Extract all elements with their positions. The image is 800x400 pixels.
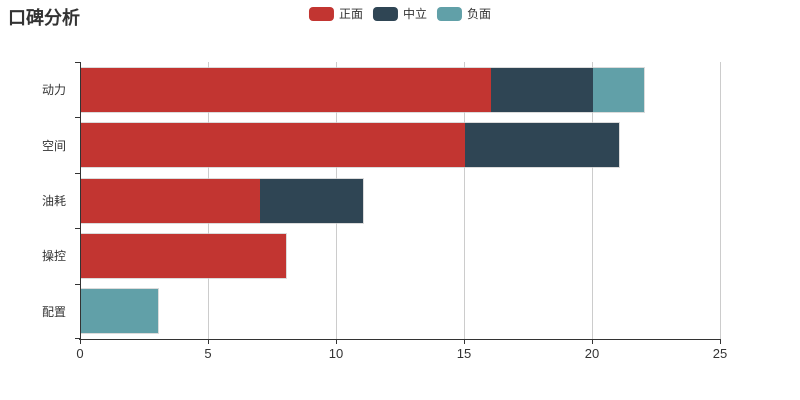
y-axis-label: 操控 — [41, 249, 66, 264]
y-axis-label: 动力 — [41, 83, 66, 98]
x-axis-tick-label: 15 — [456, 346, 472, 361]
x-axis-tick-label: 20 — [584, 346, 600, 361]
bar-segment[interactable] — [81, 233, 286, 278]
legend-item[interactable]: 负面 — [437, 7, 491, 21]
bar-segment[interactable] — [592, 67, 645, 112]
x-axis-line — [79, 339, 720, 340]
x-axis-tick-label: 0 — [76, 346, 84, 361]
y-axis-tick — [75, 172, 80, 174]
gridline — [464, 62, 465, 339]
plot-area — [75, 62, 721, 344]
x-axis-tick-label: 5 — [204, 346, 212, 361]
x-axis-tick-label: 10 — [328, 346, 344, 361]
y-axis-tick — [75, 338, 80, 339]
y-axis-label: 空间 — [41, 138, 66, 153]
legend-swatch-icon — [308, 7, 334, 21]
stacked-bar — [80, 288, 159, 335]
bar-segment[interactable] — [81, 67, 491, 112]
y-axis-label: 油耗 — [41, 194, 66, 209]
x-axis-tick — [336, 339, 337, 344]
gridline — [720, 62, 721, 339]
bar-segment[interactable] — [490, 67, 593, 112]
y-axis-tick — [75, 62, 80, 63]
x-axis-tick — [592, 339, 593, 344]
gridline — [592, 62, 593, 339]
bar-segment[interactable] — [260, 178, 363, 223]
x-axis-tick — [720, 339, 721, 344]
y-axis-line — [80, 62, 81, 339]
bar-row — [80, 284, 720, 339]
legend-swatch-icon — [372, 7, 398, 21]
legend-swatch-icon — [437, 7, 463, 21]
legend-label: 正面 — [338, 7, 363, 21]
stacked-bar — [80, 122, 620, 169]
y-axis-label: 配置 — [41, 304, 66, 319]
bar-segment[interactable] — [81, 178, 261, 223]
bar-row — [80, 228, 720, 283]
legend-item[interactable]: 中立 — [372, 7, 428, 21]
legend: 正面 中立 负面 — [304, 7, 496, 21]
chart-title: 口碑分析 — [8, 8, 80, 28]
x-axis-tick — [208, 339, 209, 344]
bar-row — [80, 117, 720, 172]
y-axis-tick — [75, 228, 80, 230]
legend-label: 负面 — [467, 7, 492, 21]
stacked-bar — [80, 177, 364, 224]
legend-item[interactable]: 正面 — [308, 7, 363, 21]
bar-segment[interactable] — [81, 289, 158, 334]
bar-row — [80, 173, 720, 228]
legend-label: 中立 — [402, 7, 428, 21]
x-axis-tick — [464, 339, 465, 344]
y-axis-labels: 动力空间油耗操控配置 — [0, 62, 72, 339]
y-axis-tick — [75, 283, 80, 285]
stacked-bar — [80, 232, 287, 279]
bar-segment[interactable] — [81, 123, 465, 168]
x-axis-tick-label: 25 — [712, 346, 728, 361]
bars-area — [79, 62, 720, 339]
x-axis-tick — [80, 339, 81, 344]
bar-segment[interactable] — [465, 123, 619, 168]
bar-row — [79, 62, 720, 117]
stacked-bar — [79, 66, 646, 113]
y-axis-tick — [75, 117, 80, 119]
